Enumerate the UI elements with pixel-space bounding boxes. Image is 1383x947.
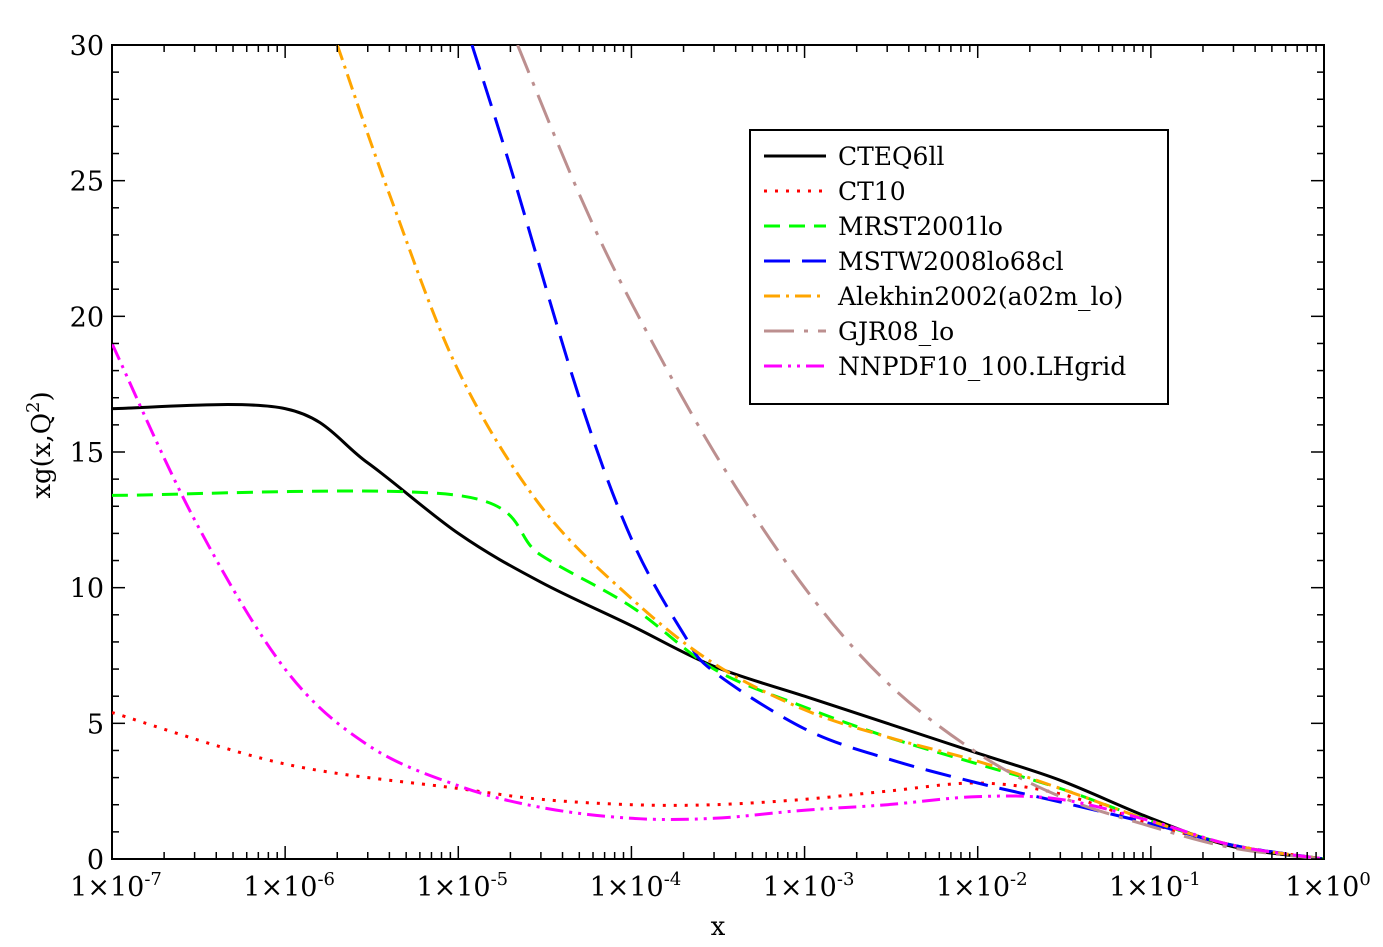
y-axis-title-sup: 2 [23,402,44,413]
x-tick-label: 1×10-7 [70,869,162,903]
labels-layer: 0 5 10 15 20 25 30 1×10-7 1×10-6 1×10-5 1×10-4 1×10… [70,31,1371,903]
x-tick-label: 1×10-1 [1109,869,1201,903]
y-tick-label: 25 [70,167,104,198]
legend-label-0: CTEQ6ll [838,142,944,171]
plot-area [111,44,1325,860]
ticks-layer [111,44,1325,860]
y-axis-title-close: ) [27,391,57,401]
y-tick-label: 30 [70,31,104,62]
x-tick-label: 1×10-2 [936,869,1028,903]
y-tick-label: 10 [70,574,104,605]
x-tick-label: 1×10-5 [416,869,508,903]
y-tick-label: 5 [87,709,104,740]
y-tick-label: 15 [70,438,104,469]
svg-text:xg(x,Q2): xg(x,Q2) [23,391,57,498]
legend-label-2: MRST2001lo [838,212,1003,241]
legend-label-5: GJR08_lo [838,317,954,346]
legend-label-1: CT10 [838,177,906,206]
x-axis-title: x [711,912,726,942]
legend: CTEQ6ll CT10 MRST2001lo MSTW2008lo68cl Alekh… [749,129,1169,405]
x-tick-label: 1×100 [1285,869,1371,903]
legend-items: CTEQ6ll CT10 MRST2001lo MSTW2008lo68cl Alekh… [764,142,1126,381]
series-line-5 [516,45,1324,859]
series-line-2 [112,489,1324,859]
series-line-6 [112,342,1324,859]
series-line-3 [470,45,1324,859]
x-tick-label: 1×10-4 [590,869,682,903]
series-line-1 [112,711,1324,859]
series-layer [112,45,1324,859]
series-line-0 [112,403,1324,859]
x-tick-label: 1×10-3 [763,869,855,903]
series-line-4 [335,45,1324,859]
y-axis-title-base: xg(x,Q [27,413,57,499]
legend-label-6: NNPDF10_100.LHgrid [838,352,1126,381]
legend-label-4: Alekhin2002(a02m_lo) [837,282,1123,311]
y-tick-label: 0 [87,845,104,876]
x-tick-label: 1×10-6 [243,869,335,903]
legend-label-3: MSTW2008lo68cl [838,247,1064,276]
legend-box [749,129,1169,405]
y-axis-title: xg(x,Q2) [23,391,57,498]
y-tick-label: 20 [70,302,104,333]
